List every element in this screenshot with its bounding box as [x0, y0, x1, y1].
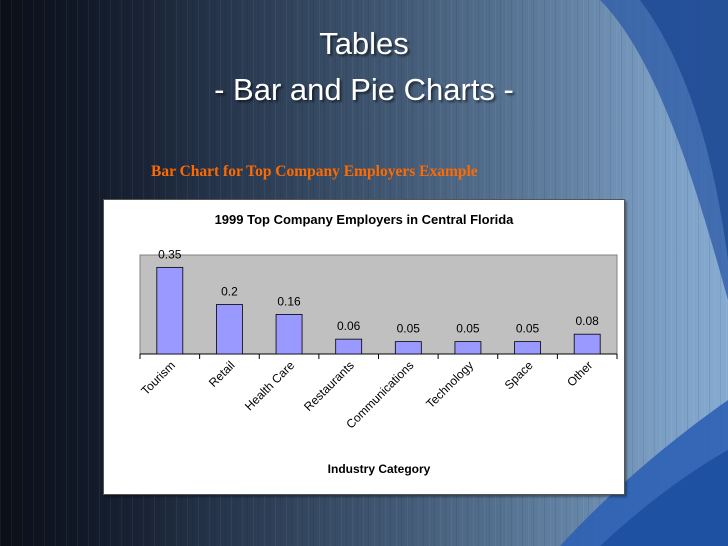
bar-chart: 1999 Top Company Employers in Central Fl… [138, 212, 618, 476]
bar-other [573, 333, 601, 355]
category-label: Tourism [138, 358, 178, 398]
category-label: Health Care [242, 358, 297, 413]
value-labels-group: 0.35 0.2 0.16 0.06 0.05 0.05 0.05 0.08 [158, 247, 599, 335]
bar-space [514, 341, 541, 355]
category-label: Space [502, 358, 536, 392]
value-label: 0.05 [456, 322, 480, 336]
x-axis-title: Industry Category [328, 462, 431, 476]
value-label: 0.05 [516, 322, 540, 336]
category-labels-group: Tourism Retail Health Care RestaurantsCommu… [138, 358, 595, 431]
bar-tourism [156, 266, 184, 355]
plot-area [139, 254, 618, 355]
bar-retail [216, 304, 243, 355]
x-ticks-group [139, 354, 618, 359]
category-label: Technology [423, 358, 476, 411]
value-label: 0.05 [397, 322, 421, 336]
value-label: 0.35 [158, 247, 182, 261]
value-label: 0.06 [337, 319, 361, 333]
chart-container: 1999 Top Company Employers in Central Fl… [103, 199, 625, 495]
slide-title-line1: Tables [319, 26, 409, 61]
value-label: 0.08 [576, 314, 600, 328]
category-label: Restaurants [301, 358, 357, 414]
bar-communications [394, 341, 422, 355]
value-label: 0.16 [277, 294, 301, 308]
bar-technology [454, 341, 482, 355]
chart-title: 1999 Top Company Employers in Central Fl… [215, 212, 515, 227]
bar-restaurants [335, 338, 363, 355]
slide-subtitle: Bar Chart for Top Company Employers Exam… [151, 163, 478, 180]
slide-title-line2: - Bar and Pie Charts - [214, 72, 514, 107]
bars-group [156, 266, 601, 355]
category-label: Retail [206, 358, 238, 390]
bar-health-care [275, 314, 303, 355]
category-label: Other [564, 358, 595, 389]
value-label: 0.2 [221, 285, 238, 299]
